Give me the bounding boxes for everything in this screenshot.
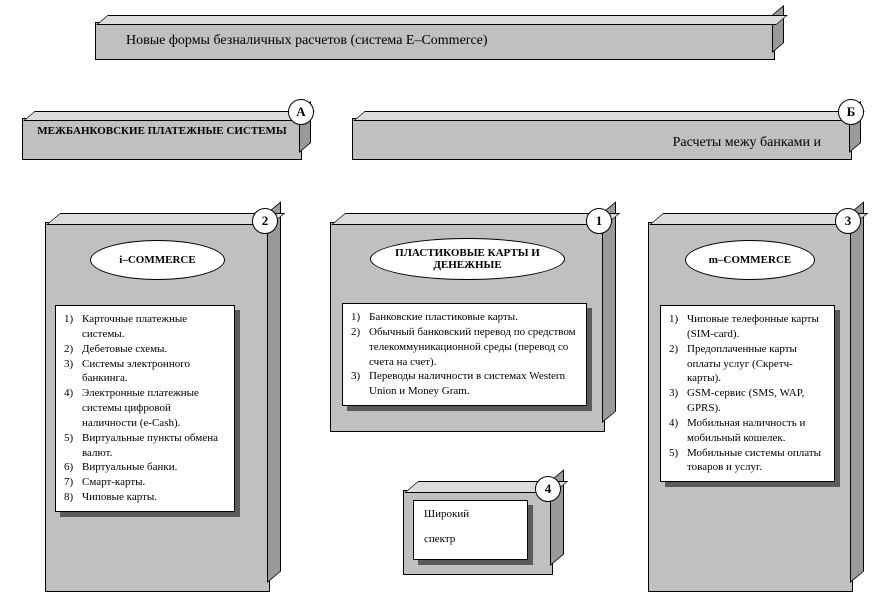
branch-1-ellipse-label: ПЛАСТИКОВЫЕ КАРТЫ И ДЕНЕЖНЫЕ <box>377 247 558 271</box>
branch-3-item: GSM-сервис (SMS, WAP, GPRS). <box>687 386 826 416</box>
branch-3-list: 1)Чиповые телефонные карты (SIM-card). 2… <box>660 305 835 482</box>
branch-2-item: Смарт-карты. <box>82 475 226 490</box>
category-a-bar: МЕЖБАНКОВСКИЕ ПЛАТЕЖНЫЕ СИСТЕМЫ <box>22 118 302 160</box>
category-b-bar: Расчеты межу банками и <box>352 118 852 160</box>
header-bar: Новые формы безналичных расчетов (систем… <box>95 22 775 60</box>
branch-3-ellipse: m–COMMERCE <box>685 240 815 280</box>
branch-1-item: Переводы наличности в системах Western U… <box>369 369 578 399</box>
branch-2-item: Системы электрон­ного банкинга. <box>82 357 226 387</box>
branch-1-item: Обычный банковский перевод по средством … <box>369 325 578 370</box>
branch-1-list: 1)Банковские пластиковые карты. 2)Обычны… <box>342 303 587 406</box>
branch-4-line1: Широкий <box>424 507 517 522</box>
branch-2-ellipse: i–COMMERCE <box>90 240 225 280</box>
branch-4-line2: спектр <box>424 532 517 547</box>
branch-4-badge: 4 <box>535 476 561 502</box>
branch-3-item: Мобильная наличность и мобильный кошелек… <box>687 416 826 446</box>
branch-2-item: Карточные платежные системы. <box>82 312 226 342</box>
branch-2-item: Дебетовые схемы. <box>82 342 226 357</box>
branch-3-item: Чиповые телефонные карты (SIM-card). <box>687 312 826 342</box>
branch-1-item: Банковские пластиковые карты. <box>369 310 578 325</box>
branch-2-ellipse-label: i–COMMERCE <box>119 254 195 266</box>
branch-2-item: Виртуальные банки. <box>82 460 226 475</box>
branch-2-item: Виртуальные пункты обмена валют. <box>82 431 226 461</box>
branch-2-item: Чиповые карты. <box>82 490 226 505</box>
branch-3-item: Предоплаченные карты оплаты услуг (Скрет… <box>687 342 826 387</box>
branch-2-badge: 2 <box>252 208 278 234</box>
branch-1-badge: 1 <box>586 208 612 234</box>
category-b-badge: Б <box>838 99 864 125</box>
category-b-label: Расчеты межу банками и <box>663 129 831 157</box>
branch-3-badge: 3 <box>835 208 861 234</box>
branch-1-ellipse: ПЛАСТИКОВЫЕ КАРТЫ И ДЕНЕЖНЫЕ <box>370 238 565 280</box>
branch-2-item: Электронные платежные системы цифровой н… <box>82 386 226 431</box>
branch-4-box: Широкий спектр <box>413 500 528 560</box>
header-title: Новые формы безналичных расчетов (систем… <box>116 27 498 55</box>
branch-3-item: Мобильные системы оплаты товаров и услуг… <box>687 446 826 476</box>
branch-3-ellipse-label: m–COMMERCE <box>709 254 792 266</box>
category-a-label: МЕЖБАНКОВСКИЕ ПЛАТЕЖНЫЕ СИСТЕМЫ <box>23 125 301 139</box>
branch-2-list: 1)Карточные платежные системы. 2)Дебетов… <box>55 305 235 512</box>
category-a-badge: А <box>288 99 314 125</box>
